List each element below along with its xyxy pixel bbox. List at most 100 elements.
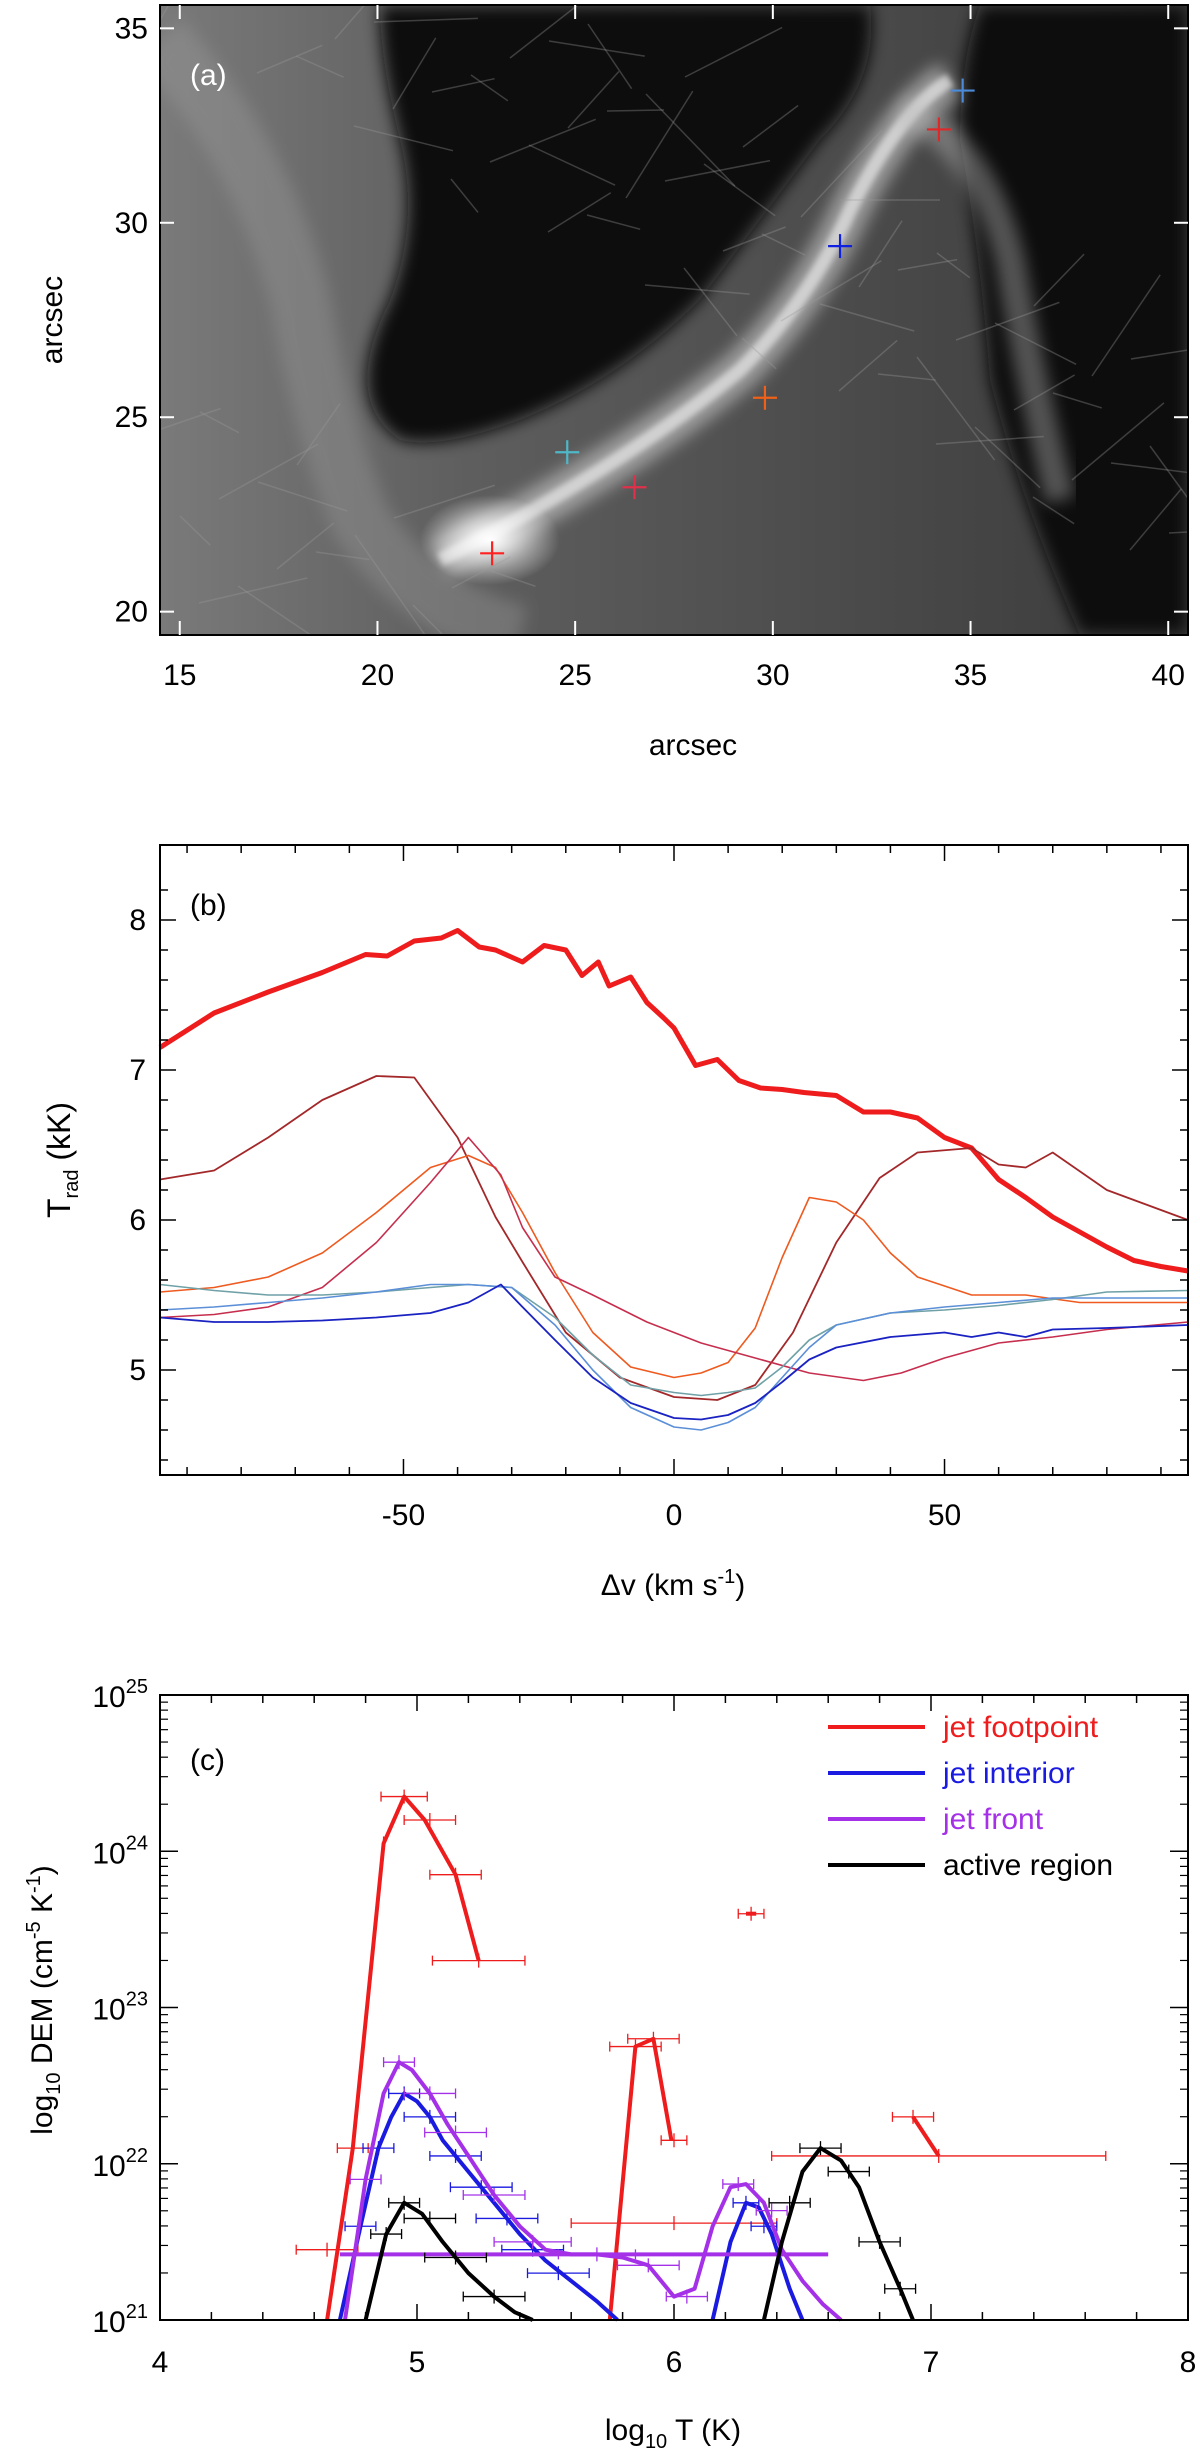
panel-b-ylabel: Trad (kK) bbox=[41, 1102, 83, 1218]
series-line bbox=[363, 2200, 534, 2322]
marker-cross bbox=[752, 385, 777, 410]
series-line bbox=[607, 2036, 674, 2321]
fibril bbox=[606, 109, 665, 112]
series-jet-front bbox=[339, 2055, 843, 2322]
series-line-crimson bbox=[159, 1136, 1189, 1382]
solar-image bbox=[160, 5, 1188, 635]
fibril bbox=[1110, 462, 1188, 474]
fibril bbox=[838, 339, 898, 392]
series-line-teal bbox=[159, 1283, 1189, 1397]
fibril bbox=[547, 192, 612, 233]
panel-c-ylabel: log10 DEM (cm-5 K-1) bbox=[23, 1865, 65, 2135]
fibril bbox=[645, 93, 736, 187]
fibril bbox=[490, 570, 536, 588]
x-tick-label: 8 bbox=[1180, 2346, 1197, 2379]
fibril bbox=[1149, 445, 1188, 500]
fibril bbox=[761, 233, 806, 256]
fibril bbox=[373, 17, 478, 23]
series-line-light-blue bbox=[159, 1283, 1188, 1431]
y-tick-label: 5 bbox=[129, 1354, 146, 1387]
panel-b: -50 0 50 5 6 7 8 (b) Δv (km s-1) Trad (kK) bbox=[41, 844, 1189, 1602]
x-tick-label: 7 bbox=[923, 2346, 940, 2379]
fibril bbox=[1129, 488, 1182, 551]
series-jet-footpoint bbox=[295, 1789, 1107, 2321]
marker-cross bbox=[828, 234, 853, 259]
marker-cross bbox=[555, 440, 580, 465]
fibril bbox=[470, 74, 509, 102]
series-line bbox=[343, 2060, 843, 2322]
fibril bbox=[664, 159, 771, 182]
y-tick-label: 6 bbox=[129, 1204, 146, 1237]
x-tick-label: 40 bbox=[1152, 659, 1185, 692]
x-tick-label: 5 bbox=[409, 2346, 426, 2379]
fibril bbox=[509, 5, 580, 59]
fibril bbox=[218, 443, 319, 500]
fibril bbox=[431, 77, 495, 93]
legend-label: jet front bbox=[942, 1803, 1044, 1836]
x-tick-label: 15 bbox=[163, 659, 196, 692]
fibril bbox=[354, 534, 426, 635]
series-active-region bbox=[363, 2141, 917, 2322]
x-tick-label: -50 bbox=[382, 1499, 425, 1532]
panel-a-label: (a) bbox=[190, 59, 227, 92]
fibril bbox=[1032, 496, 1075, 525]
fibril bbox=[179, 515, 211, 546]
fibril bbox=[819, 303, 915, 332]
fibril bbox=[877, 373, 936, 381]
x-tick-label: 20 bbox=[361, 659, 394, 692]
fibril bbox=[256, 44, 323, 74]
fibril bbox=[684, 26, 783, 78]
panel-a-ylabel: arcsec bbox=[36, 276, 69, 364]
fibril bbox=[1052, 392, 1102, 409]
x-tick-label: 25 bbox=[558, 659, 591, 692]
fibril bbox=[587, 23, 633, 90]
panel-a-ticks: 15 20 25 30 35 40 20 25 30 35 bbox=[115, 5, 1188, 692]
marker-cross bbox=[950, 78, 975, 103]
fibril bbox=[1013, 374, 1075, 411]
x-tick-label: 35 bbox=[954, 659, 987, 692]
y-tick-label: 30 bbox=[115, 207, 148, 240]
panel-c: 4 5 6 7 8 1021 1022 1023 1024 1025 (c) jet footpo… bbox=[23, 1676, 1196, 2453]
fibril bbox=[916, 356, 996, 461]
fibril bbox=[1130, 349, 1188, 360]
fibril bbox=[1168, 531, 1188, 534]
fibril bbox=[1091, 274, 1161, 377]
x-tick-label: 30 bbox=[756, 659, 789, 692]
fibril bbox=[548, 40, 645, 57]
fibril bbox=[160, 407, 221, 430]
y-tick-label: 1021 bbox=[92, 2301, 148, 2339]
fibril bbox=[936, 252, 971, 279]
fibril bbox=[935, 435, 1044, 445]
fibril bbox=[276, 522, 335, 570]
fibril bbox=[703, 163, 776, 217]
y-tick-label: 20 bbox=[115, 596, 148, 629]
panel-a-frame bbox=[159, 4, 1189, 636]
marker-cross bbox=[926, 117, 951, 142]
series-line bbox=[337, 2091, 619, 2322]
y-tick-label: 1024 bbox=[92, 1832, 148, 1870]
fibril bbox=[489, 118, 596, 163]
fibril bbox=[741, 337, 777, 370]
legend-label: jet interior bbox=[942, 1757, 1075, 1790]
y-tick-label: 7 bbox=[129, 1054, 146, 1087]
fibril bbox=[625, 90, 694, 199]
fibril bbox=[1071, 402, 1165, 481]
y-tick-label: 1022 bbox=[92, 2145, 148, 2183]
fibril bbox=[412, 604, 445, 635]
fibril bbox=[974, 426, 1041, 489]
y-tick-label: 1023 bbox=[92, 1989, 148, 2027]
fibril bbox=[199, 411, 240, 434]
fibril bbox=[528, 144, 616, 186]
panel-c-series bbox=[295, 1789, 1107, 2322]
fibril bbox=[722, 226, 786, 252]
series-line bbox=[761, 2146, 915, 2321]
x-tick-label: 50 bbox=[928, 1499, 961, 1532]
panel-c-ticks: 4 5 6 7 8 1021 1022 1023 1024 1025 bbox=[92, 1676, 1196, 2379]
fibril bbox=[994, 322, 1077, 365]
fibril bbox=[683, 267, 738, 337]
y-tick-label: 1025 bbox=[92, 1676, 148, 1714]
fibril bbox=[198, 577, 308, 604]
fibril bbox=[1033, 253, 1085, 307]
fibril bbox=[237, 585, 312, 635]
fibril bbox=[800, 129, 883, 218]
